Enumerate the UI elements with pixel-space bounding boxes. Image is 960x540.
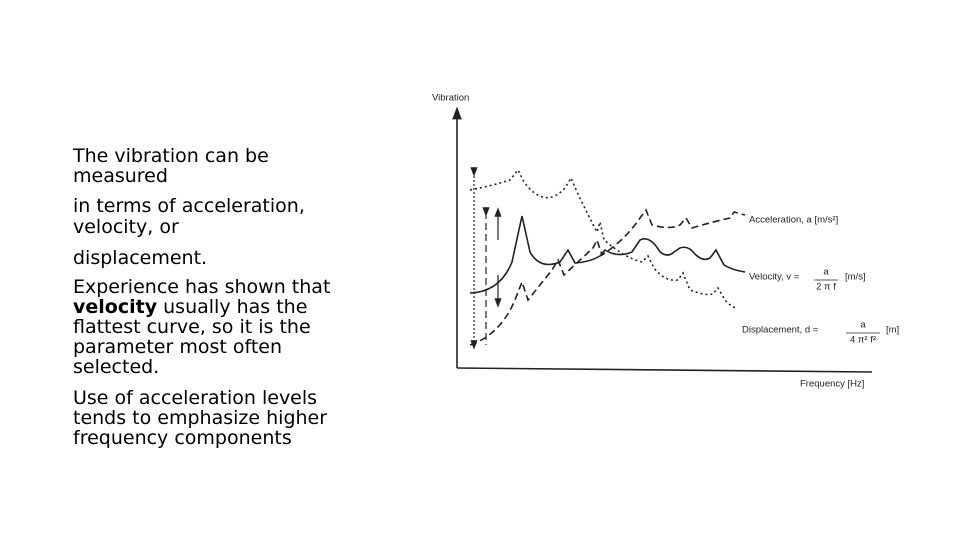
text-line: The vibration can be: [73, 145, 269, 167]
y-axis-label: Vibration: [432, 93, 469, 104]
text: usually has the: [157, 296, 308, 318]
text-line: parameter most often: [73, 336, 283, 358]
velocity-curve: [469, 215, 746, 294]
displacement-curve: [469, 168, 737, 309]
fraction-denominator: 2 π f: [816, 282, 836, 293]
text-line: velocity usually has the: [73, 297, 307, 317]
text-line: Use of acceleration levels: [73, 387, 318, 409]
fraction-numerator: a: [823, 267, 829, 278]
text-line: velocity, or: [73, 216, 179, 238]
curve-label: Acceleration, a [m/s²]: [749, 215, 838, 226]
curve-label: Displacement, d =: [742, 325, 819, 336]
acceleration-curve: [469, 208, 746, 346]
text-line: flattest curve, so it is the: [73, 316, 311, 338]
unit: [m]: [886, 325, 899, 336]
x-axis-label: Frequency [Hz]: [800, 379, 864, 390]
text-line: measured: [73, 165, 168, 187]
text-line: frequency components: [73, 427, 292, 449]
text-line: tends to emphasize higher: [73, 407, 328, 429]
curve-label: Velocity, v =: [749, 272, 800, 283]
bold-word: velocity: [73, 296, 158, 318]
unit: [m/s]: [845, 272, 866, 283]
fraction-numerator: a: [860, 320, 866, 331]
text-line: Experience has shown that: [73, 276, 331, 298]
fraction-denominator: 4 π² f²: [850, 335, 876, 346]
text-line: in terms of acceleration,: [73, 195, 305, 217]
text-line: selected.: [73, 356, 160, 378]
text-line: displacement.: [73, 247, 208, 269]
x-axis: [456, 367, 873, 373]
